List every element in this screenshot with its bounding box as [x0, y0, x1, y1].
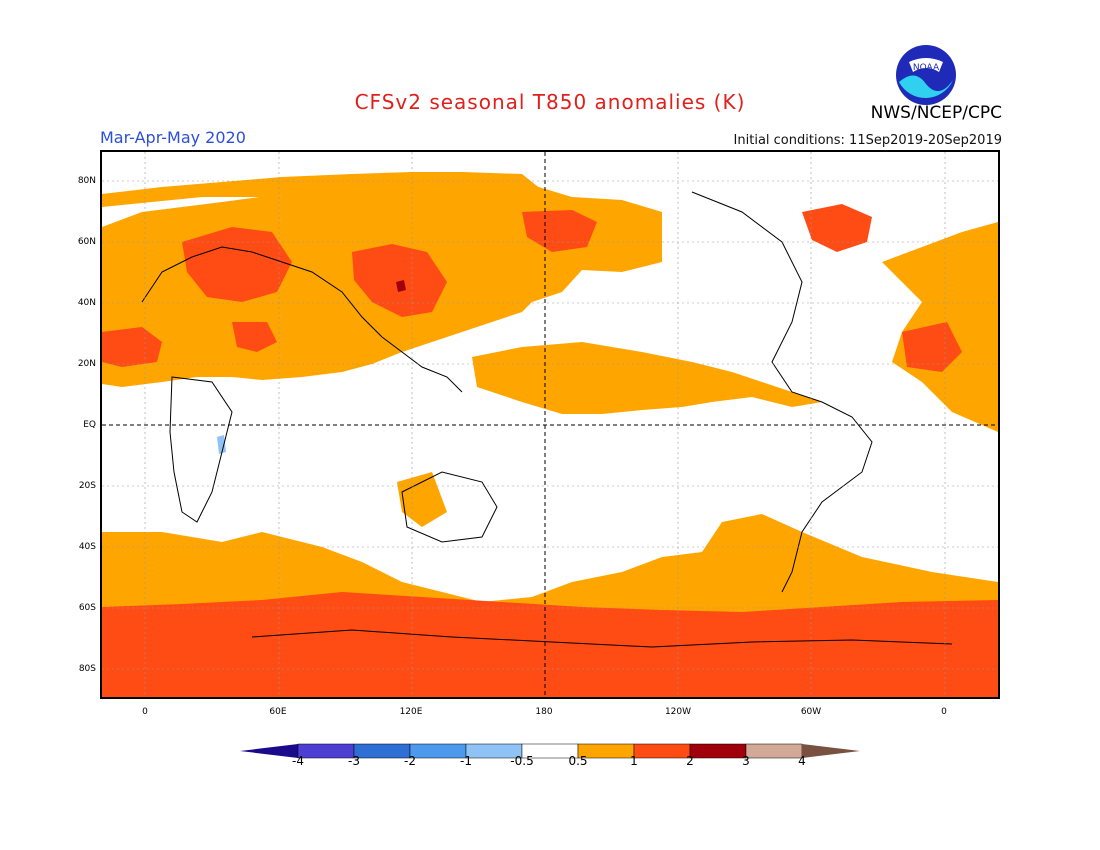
- legend-label: 0.5: [568, 754, 588, 768]
- legend-label: 3: [742, 754, 750, 768]
- legend-swatch-max: [802, 744, 860, 758]
- anomaly-warm-2-3: [396, 280, 406, 292]
- legend-label: -2: [404, 754, 416, 768]
- legend-swatch: [633, 743, 691, 759]
- legend-label: -3: [348, 754, 360, 768]
- legend-label: 4: [798, 754, 806, 768]
- lat-label-80n: 80N: [77, 176, 96, 186]
- anomaly-map: [100, 150, 1000, 699]
- noaa-logo-text: NOAA: [913, 63, 940, 73]
- lat-label-eq: EQ: [83, 420, 96, 430]
- lat-label-20s: 20S: [78, 481, 96, 491]
- legend-label: -1: [460, 754, 472, 768]
- lon-label-120e: 120E: [399, 707, 423, 717]
- grid-lines: [102, 152, 998, 697]
- noaa-logo: NOAA: [896, 45, 956, 105]
- lat-label-40s: 40S: [78, 542, 96, 552]
- lat-label-60s: 60S: [78, 603, 96, 613]
- lat-label-80s: 80S: [78, 664, 96, 674]
- initial-conditions-label: Initial conditions: 11Sep2019-20Sep2019: [733, 133, 1002, 148]
- lon-label-0: 0: [142, 707, 148, 717]
- legend-label: -4: [292, 754, 304, 768]
- lat-label-20n: 20N: [77, 359, 96, 369]
- agency-label: NWS/NCEP/CPC: [870, 103, 1002, 123]
- season-label: Mar-Apr-May 2020: [100, 128, 246, 147]
- legend-label: 1: [630, 754, 638, 768]
- lon-label-0-east: 0: [941, 707, 947, 717]
- lat-label-60n: 60N: [77, 237, 96, 247]
- color-legend: [240, 743, 860, 759]
- legend-swatch-min: [240, 744, 298, 758]
- legend-label: 2: [686, 754, 694, 768]
- lon-label-180: 180: [535, 707, 553, 717]
- legend-swatch: [689, 743, 747, 759]
- legend-swatch: [297, 743, 355, 759]
- anomaly-warm-1-2: [102, 204, 998, 697]
- map-title: CFSv2 seasonal T850 anomalies (K): [354, 90, 746, 114]
- lon-label-60w: 60W: [800, 707, 822, 717]
- coastlines: [141, 191, 953, 648]
- anomaly-map-svg: [102, 152, 998, 697]
- anomaly-cold-0.5-1: [217, 435, 226, 454]
- equator-dateline: [102, 152, 998, 697]
- lon-label-60e: 60E: [269, 707, 287, 717]
- lat-label-40n: 40N: [77, 298, 96, 308]
- legend-swatch: [745, 743, 803, 759]
- legend-label: -0.5: [510, 754, 534, 768]
- legend-swatch: [409, 743, 467, 759]
- legend-swatch: [353, 743, 411, 759]
- lon-label-120w: 120W: [664, 707, 692, 717]
